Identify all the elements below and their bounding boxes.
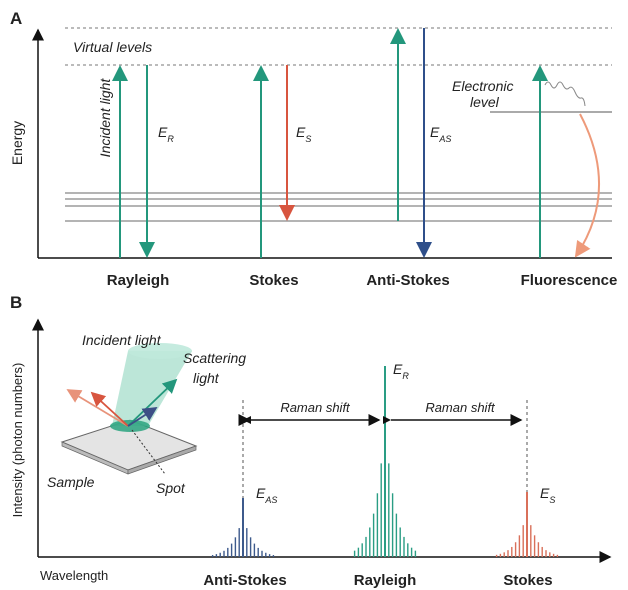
energy-subscript: AS xyxy=(438,134,451,144)
raman-shift-label: Raman shift xyxy=(280,400,351,415)
y-axis-label: Intensity (photon numbers) xyxy=(10,363,25,518)
figure: A Energy Virtual levels Electronic level… xyxy=(0,0,628,590)
electronic-label: level xyxy=(470,94,500,110)
energy-label: ES xyxy=(296,124,311,144)
energy-label: EAS xyxy=(430,124,451,144)
panel-label: B xyxy=(10,293,22,312)
peak-label: Anti-Stokes xyxy=(203,572,286,589)
inset-label: Sample xyxy=(47,474,95,490)
fluorescence-emission xyxy=(576,114,599,256)
incident-light-label: Incident light xyxy=(97,78,113,158)
process-label: Anti-Stokes xyxy=(366,272,449,289)
energy-subscript: S xyxy=(549,495,555,505)
transitions xyxy=(120,28,540,258)
inset-label: Incident light xyxy=(82,332,162,348)
inset: Incident light Scattering light Sample S… xyxy=(47,332,246,496)
energy-subscript: R xyxy=(402,371,409,381)
energy-subscript: R xyxy=(167,134,174,144)
process-label: Fluorescence xyxy=(521,272,618,289)
energy-subscript: AS xyxy=(264,495,277,505)
relaxation xyxy=(545,82,585,106)
inset-label: Spot xyxy=(156,480,186,496)
electronic-label: Electronic xyxy=(452,78,513,94)
x-axis-label: Wavelength xyxy=(40,568,108,583)
panel-label: A xyxy=(10,9,22,28)
inset-label: Scattering xyxy=(183,350,246,366)
energy-subscript: S xyxy=(305,134,311,144)
energy-label: EAS xyxy=(256,485,277,505)
raman-shift-label: Raman shift xyxy=(425,400,496,415)
y-axis-label: Energy xyxy=(9,121,25,165)
inset-label: light xyxy=(193,370,220,386)
spot xyxy=(110,420,150,432)
process-label: Stokes xyxy=(249,272,298,289)
peak-label: Rayleigh xyxy=(354,572,417,589)
peak-label: Stokes xyxy=(503,572,552,589)
energy-label: ER xyxy=(393,361,409,381)
energy-label: ER xyxy=(158,124,174,144)
energy-label: ES xyxy=(540,485,555,505)
process-label: Rayleigh xyxy=(107,272,170,289)
virtual-levels-label: Virtual levels xyxy=(73,39,152,55)
incident-beam xyxy=(112,351,192,426)
spectrum xyxy=(213,366,558,557)
